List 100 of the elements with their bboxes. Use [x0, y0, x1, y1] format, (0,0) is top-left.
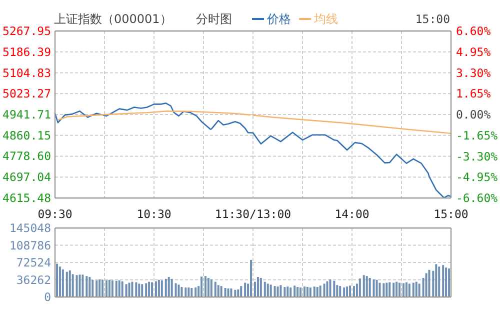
bar — [111, 280, 114, 297]
bar — [438, 266, 440, 297]
bar — [280, 285, 282, 297]
bar — [412, 282, 414, 297]
bar — [398, 282, 401, 297]
bar — [131, 282, 134, 297]
bar — [240, 286, 242, 297]
x-tick-label: 14:00 — [334, 207, 370, 221]
bar — [435, 264, 438, 297]
bar — [296, 287, 299, 297]
bar — [66, 272, 68, 297]
bar — [260, 278, 262, 297]
legend-item: 均线 — [299, 12, 338, 26]
bar — [316, 287, 318, 297]
legend-item: 价格 — [252, 12, 291, 26]
bar — [174, 283, 177, 297]
bar — [98, 279, 101, 297]
y-tick-label: 4941.71 — [2, 108, 52, 122]
bar — [220, 286, 222, 297]
bar — [204, 276, 206, 297]
bar — [188, 287, 190, 297]
y-tick-label: 145048 — [9, 221, 52, 235]
bar — [230, 288, 232, 297]
bar — [352, 286, 355, 297]
text: -3.30% — [456, 149, 498, 164]
text: 4.95% — [456, 44, 491, 59]
bar — [88, 277, 91, 297]
bar — [274, 286, 276, 297]
bar — [234, 290, 236, 297]
bar — [194, 287, 197, 297]
bar — [396, 282, 398, 297]
bar — [250, 260, 252, 297]
bar — [158, 280, 160, 297]
bar — [72, 274, 74, 297]
bar — [264, 282, 266, 297]
bar — [386, 282, 388, 297]
bar — [164, 278, 167, 297]
bar — [62, 269, 64, 297]
bar — [227, 288, 230, 297]
bar — [108, 280, 110, 297]
text: -4.95% — [456, 170, 498, 184]
bar — [376, 280, 378, 297]
y-tick-label: 4615.48 — [2, 191, 52, 205]
bar — [180, 287, 183, 297]
bar — [445, 268, 448, 297]
bar — [68, 270, 71, 297]
bar — [145, 283, 148, 297]
bar — [141, 284, 144, 297]
bar — [366, 276, 368, 297]
bar — [151, 282, 154, 297]
text: 15:00 — [415, 12, 450, 26]
text: 3.30% — [456, 66, 491, 80]
text: -6.60% — [456, 191, 498, 205]
bar — [336, 285, 338, 297]
bar — [148, 282, 150, 297]
bar — [244, 282, 246, 297]
legend-label: 价格 — [266, 12, 291, 26]
x-tick-label: 09:30 — [38, 207, 72, 221]
bar — [362, 275, 365, 297]
bar — [210, 279, 212, 297]
y-tick-label: 4778.60 — [2, 149, 52, 164]
bar — [405, 282, 408, 297]
bar — [270, 284, 272, 297]
bar — [96, 280, 98, 297]
bar — [303, 286, 306, 297]
legend-label: 均线 — [313, 12, 338, 26]
bar — [217, 285, 220, 297]
bar — [408, 284, 410, 297]
text: 6.60% — [456, 24, 491, 38]
bar — [402, 283, 404, 297]
bar — [178, 284, 180, 297]
bar — [388, 282, 391, 297]
bar — [339, 286, 342, 297]
chart-title: 上证指数（000001） — [54, 12, 172, 26]
bar — [319, 286, 322, 297]
bar — [256, 277, 259, 297]
y-tick-label: 36262 — [16, 272, 51, 287]
y-tick-label: 5186.39 — [2, 44, 52, 59]
bar — [76, 275, 78, 297]
bar — [333, 280, 336, 297]
bar — [286, 286, 289, 297]
bar — [214, 282, 216, 297]
bar — [346, 286, 348, 297]
bar — [329, 279, 332, 297]
bar — [368, 278, 371, 297]
bar — [349, 286, 352, 297]
bar — [58, 266, 61, 297]
bar — [190, 288, 193, 297]
bar — [154, 281, 157, 297]
bar — [382, 283, 385, 297]
bar — [358, 278, 361, 297]
bar — [284, 287, 286, 297]
bar — [294, 286, 296, 297]
bar — [415, 282, 418, 297]
bar — [428, 270, 430, 297]
bar — [160, 280, 163, 297]
bar — [168, 277, 170, 297]
bar — [442, 265, 444, 297]
bar — [78, 274, 81, 297]
bar — [115, 280, 118, 297]
